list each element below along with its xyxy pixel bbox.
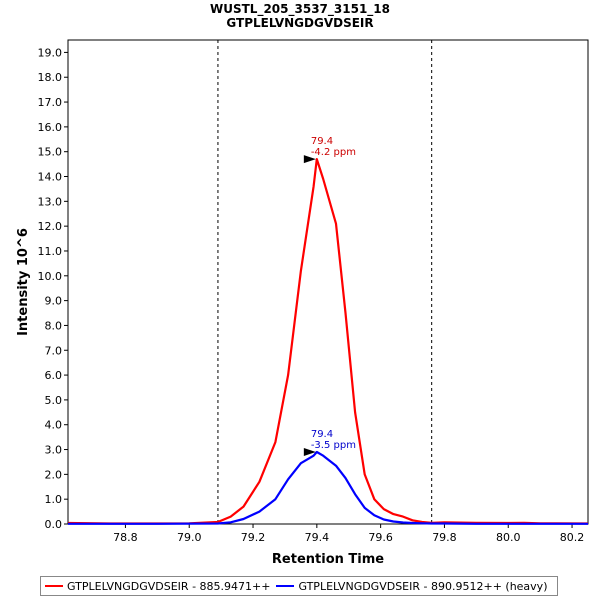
x-tick-label: 79.2	[241, 531, 266, 544]
peak-marker-heavy	[303, 448, 316, 457]
y-tick-label: 17.0	[38, 96, 63, 109]
legend-item-light: GTPLELVNGDGVDSEIR - 885.9471++	[45, 580, 270, 593]
y-tick-label: 14.0	[38, 171, 63, 184]
peak-marker-light	[303, 155, 316, 164]
y-tick-label: 18.0	[38, 71, 63, 84]
legend-swatch-light	[45, 585, 63, 587]
legend-item-heavy: GTPLELVNGDGVDSEIR - 890.9512++ (heavy)	[276, 580, 547, 593]
y-tick-label: 9.0	[45, 295, 63, 308]
y-tick-label: 15.0	[38, 146, 63, 159]
x-axis-label: Retention Time	[272, 552, 384, 567]
y-tick-label: 11.0	[38, 245, 63, 258]
y-tick-label: 12.0	[38, 220, 63, 233]
y-tick-label: 19.0	[38, 46, 63, 59]
legend-swatch-heavy	[276, 585, 295, 587]
x-tick-label: 79.6	[368, 531, 393, 544]
x-tick-label: 79.4	[305, 531, 330, 544]
x-tick-label: 79.8	[432, 531, 457, 544]
y-tick-label: 2.0	[45, 468, 63, 481]
x-tick-label: 79.0	[177, 531, 202, 544]
series-line-heavy	[68, 450, 588, 525]
legend: GTPLELVNGDGVDSEIR - 885.9471++ GTPLELVNG…	[40, 576, 558, 596]
legend-label-heavy: GTPLELVNGDGVDSEIR - 890.9512++ (heavy)	[298, 579, 548, 593]
plot-area	[67, 39, 589, 525]
y-tick-label: 6.0	[45, 369, 63, 382]
peak-rt-label-light: 79.4	[311, 136, 333, 147]
y-tick-label: 10.0	[38, 270, 63, 283]
x-tick-label: 80.2	[560, 531, 585, 544]
y-tick-label: 13.0	[38, 195, 63, 208]
y-tick-label: 7.0	[45, 344, 63, 357]
x-tick-label: 80.0	[496, 531, 521, 544]
y-tick-label: 1.0	[45, 493, 63, 506]
chart-title: WUSTL_205_3537_3151_18	[210, 2, 390, 16]
chart-subtitle: GTPLELVNGDGVDSEIR	[226, 16, 374, 30]
y-tick-label: 0.0	[45, 518, 63, 531]
legend-label-light: GTPLELVNGDGVDSEIR - 885.9471++	[67, 579, 271, 593]
y-tick-label: 8.0	[45, 319, 63, 332]
x-tick-label: 78.8	[113, 531, 138, 544]
peak-ppm-label-light: -4.2 ppm	[311, 147, 356, 158]
y-tick-label: 16.0	[38, 121, 63, 134]
peak-rt-label-heavy: 79.4	[311, 429, 333, 440]
y-tick-label: 4.0	[45, 419, 63, 432]
y-axis-label: Intensity 10^6	[16, 228, 31, 336]
peak-ppm-label-heavy: -3.5 ppm	[311, 440, 356, 451]
y-tick-label: 5.0	[45, 394, 63, 407]
y-tick-label: 3.0	[45, 444, 63, 457]
